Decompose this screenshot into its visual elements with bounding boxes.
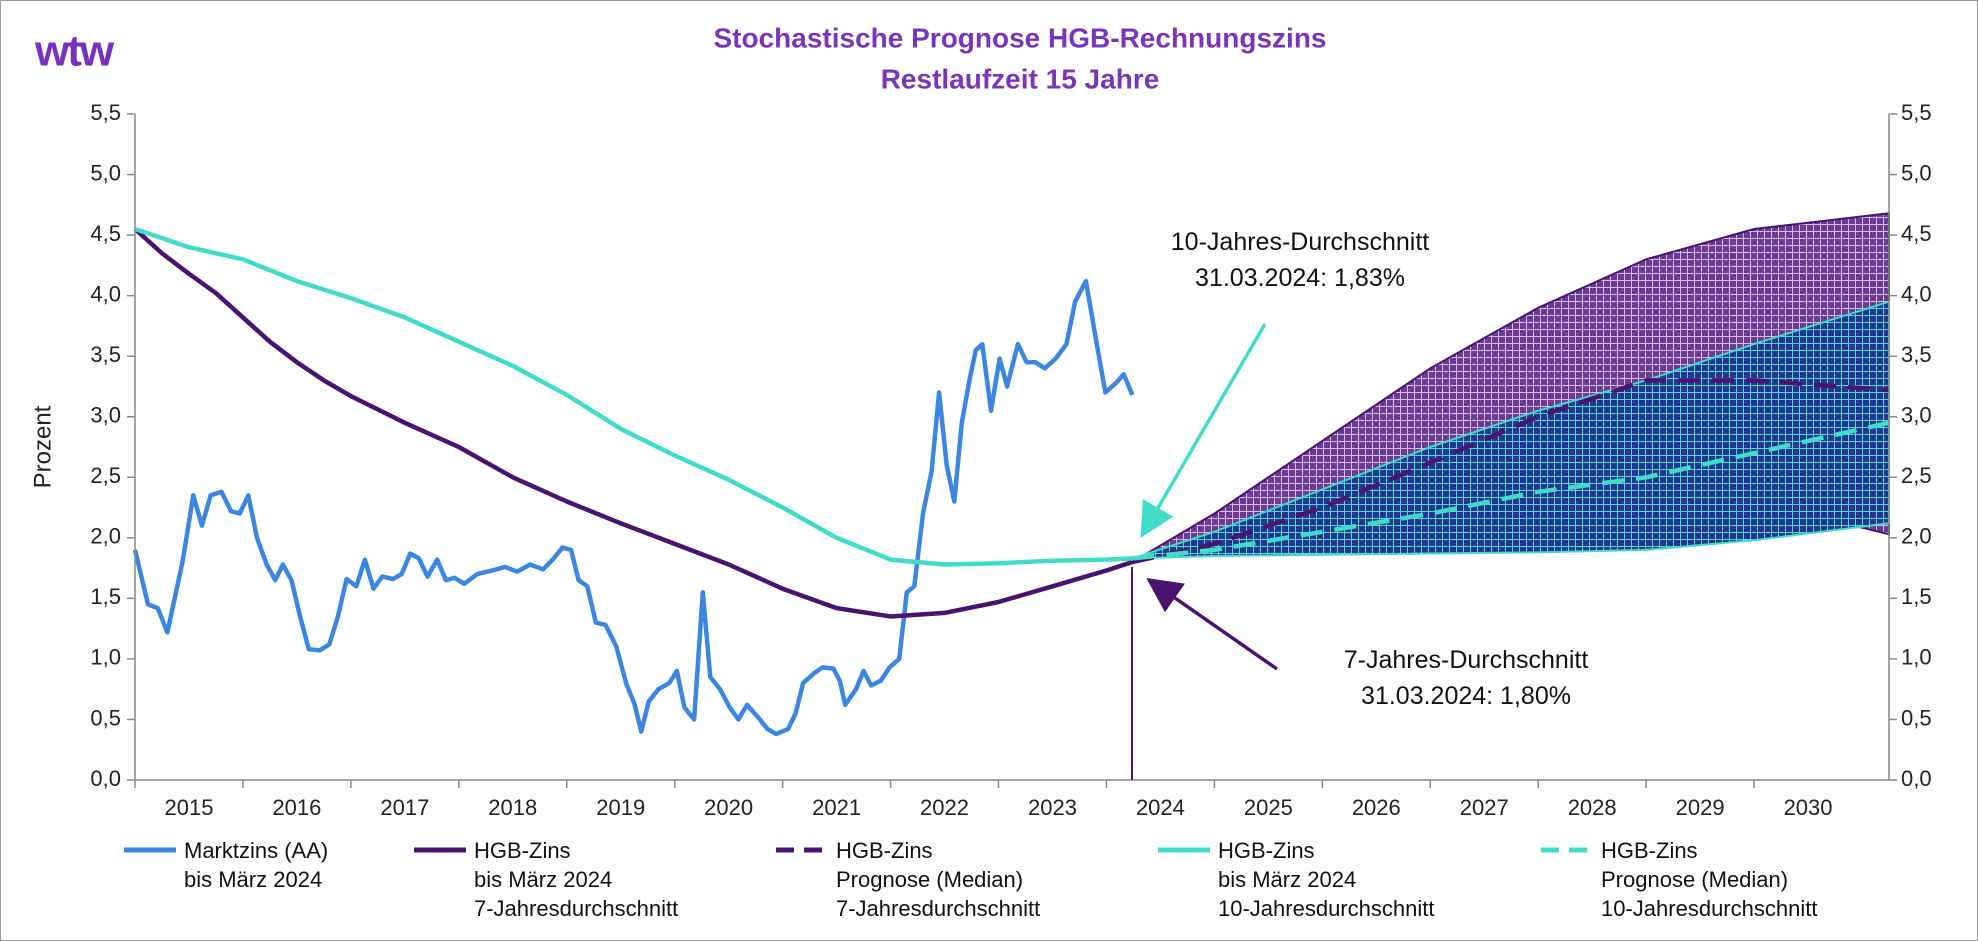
y2-tick-label: 2,5 — [1901, 463, 1932, 488]
y2-tick-label: 3,5 — [1901, 342, 1932, 367]
y2-tick-label: 0,0 — [1901, 766, 1932, 791]
series-line — [132, 278, 1135, 737]
logo: wtw — [34, 27, 115, 76]
y-tick-label: 1,5 — [90, 584, 121, 609]
x-tick-label: 2025 — [1244, 795, 1293, 820]
chart-subtitle: Restlaufzeit 15 Jahre — [881, 63, 1160, 94]
x-tick-label: 2018 — [488, 795, 537, 820]
annotation: 7-Jahres-Durchschnitt 31.03.2024: 1,80% — [1343, 646, 1589, 710]
y-axis-title: Prozent — [29, 405, 56, 488]
y-tick-label: 5,0 — [90, 160, 121, 185]
series-line — [1132, 420, 1890, 561]
legend-label: HGB-Zins Prognose (Median) 7-Jahresdurch… — [836, 838, 1041, 921]
y2-tick-label: 5,0 — [1901, 160, 1932, 185]
legend-label: Marktzins (AA) bis März 2024 — [184, 838, 329, 892]
legend-swatch — [124, 847, 176, 853]
x-tick-label: 2026 — [1352, 795, 1401, 820]
y-tick-label: 1,0 — [90, 645, 121, 670]
y-tick-label: 2,0 — [90, 524, 121, 549]
legend-swatch — [1541, 847, 1593, 853]
x-tick-label: 2023 — [1028, 795, 1077, 820]
y2-tick-label: 0,5 — [1901, 705, 1932, 730]
x-tick-label: 2016 — [272, 795, 321, 820]
legend-item: HGB-Zins bis März 2024 7-Jahresdurchschn… — [410, 836, 678, 923]
legend-item: HGB-Zins Prognose (Median) 7-Jahresdurch… — [772, 836, 1040, 923]
legend-label: HGB-Zins Prognose (Median) 10-Jahresdurc… — [1601, 838, 1818, 921]
x-tick-label: 2030 — [1784, 795, 1833, 820]
x-tick-label: 2021 — [812, 795, 861, 820]
legend-swatch — [414, 847, 466, 853]
legend-label: HGB-Zins bis März 2024 7-Jahresdurchschn… — [474, 838, 679, 921]
series-line — [134, 226, 1133, 567]
x-tick-label: 2029 — [1676, 795, 1725, 820]
y-tick-label: 5,5 — [90, 100, 121, 125]
y2-tick-label: 1,0 — [1901, 645, 1932, 670]
legend-swatch — [776, 847, 828, 853]
series-line — [133, 227, 1134, 619]
y2-tick-label: 4,0 — [1901, 281, 1932, 306]
x-tick-label: 2017 — [380, 795, 429, 820]
x-tick-label: 2019 — [596, 795, 645, 820]
y2-tick-label: 2,0 — [1901, 524, 1932, 549]
annotation-arrow — [1140, 323, 1267, 539]
y-tick-label: 2,5 — [90, 463, 121, 488]
x-tick-label: 2015 — [164, 795, 213, 820]
chart-title: Stochastische Prognose HGB-Rechnungszins — [714, 22, 1327, 53]
x-tick-label: 2020 — [704, 795, 753, 820]
y2-tick-label: 3,0 — [1901, 403, 1932, 428]
series-line — [1131, 378, 1890, 565]
annotation-arrow — [1146, 578, 1278, 671]
x-tick-label: 2028 — [1568, 795, 1617, 820]
y-tick-label: 0,5 — [90, 705, 121, 730]
x-tick-label: 2027 — [1460, 795, 1509, 820]
legend-swatch — [1158, 847, 1210, 853]
y2-tick-label: 5,5 — [1901, 100, 1932, 125]
y2-tick-label: 1,5 — [1901, 584, 1932, 609]
y-tick-label: 3,0 — [90, 403, 121, 428]
legend-item: Marktzins (AA) bis März 2024 — [120, 836, 328, 894]
legend-item: HGB-Zins bis März 2024 10-Jahresdurchsch… — [1154, 836, 1434, 923]
annotation: 10-Jahres-Durchschnitt 31.03.2024: 1,83% — [1170, 228, 1430, 292]
x-tick-label: 2022 — [920, 795, 969, 820]
legend-label: HGB-Zins bis März 2024 10-Jahresdurchsch… — [1218, 838, 1435, 921]
y-tick-label: 0,0 — [90, 766, 121, 791]
y2-tick-label: 4,5 — [1901, 221, 1932, 246]
y-tick-label: 4,5 — [90, 221, 121, 246]
y-tick-label: 3,5 — [90, 342, 121, 367]
x-tick-label: 2024 — [1136, 795, 1185, 820]
y-tick-label: 4,0 — [90, 281, 121, 306]
legend-item: HGB-Zins Prognose (Median) 10-Jahresdurc… — [1537, 836, 1817, 923]
